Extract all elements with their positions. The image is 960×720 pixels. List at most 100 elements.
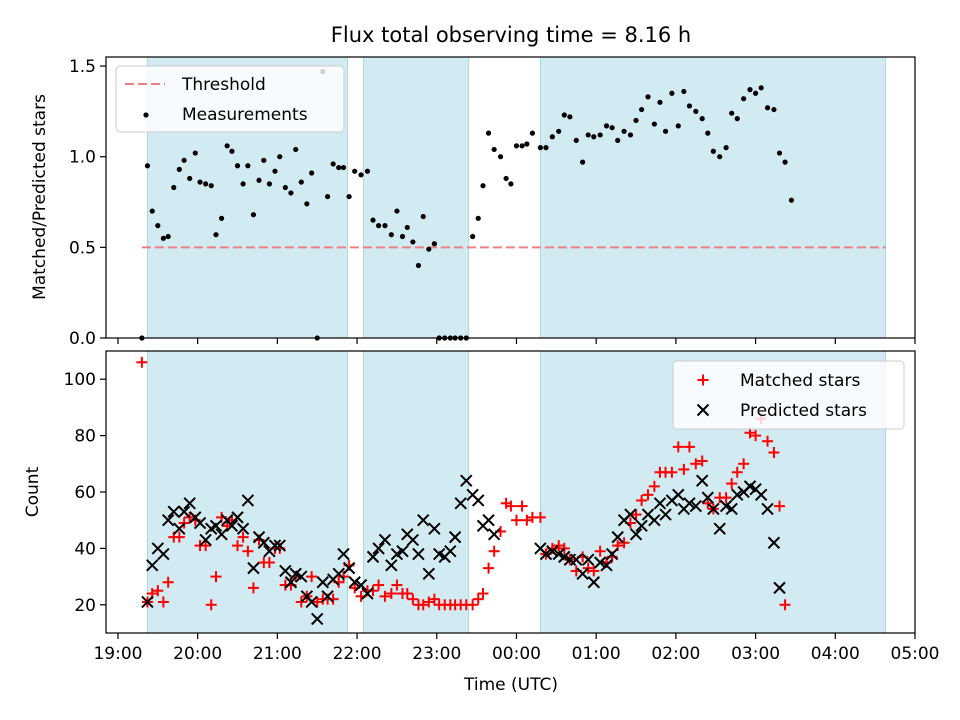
measurement-point bbox=[404, 224, 410, 231]
measurement-point bbox=[723, 145, 729, 151]
predicted-star-point bbox=[236, 522, 250, 535]
measurement-point bbox=[304, 201, 310, 207]
matched-star-point bbox=[510, 514, 522, 526]
measurement-point bbox=[388, 232, 394, 238]
x-b bbox=[167, 505, 180, 518]
x-b bbox=[689, 499, 703, 513]
y-tick-label: 80 bbox=[74, 427, 96, 447]
matched-star-point bbox=[558, 542, 570, 554]
measurement-point bbox=[662, 128, 669, 134]
measurement-point bbox=[346, 193, 352, 200]
predicted-star-point bbox=[587, 576, 600, 589]
predicted-star-point bbox=[635, 519, 648, 533]
x-b bbox=[366, 550, 380, 564]
predicted-star-point bbox=[689, 499, 703, 513]
matched-star-point bbox=[726, 478, 738, 490]
matched-star-point bbox=[521, 514, 533, 526]
measurement-point bbox=[561, 112, 567, 118]
matched-star-point bbox=[210, 571, 222, 583]
y-tick-label: 60 bbox=[74, 483, 96, 503]
predicted-star-point bbox=[146, 559, 159, 572]
x-b bbox=[587, 576, 600, 589]
x-tick-label: 05:00 bbox=[891, 644, 940, 664]
measurement-point bbox=[645, 94, 651, 100]
measurement-point bbox=[160, 235, 166, 241]
measurement-point bbox=[352, 168, 358, 174]
x-b bbox=[487, 528, 501, 541]
predicted-star-point bbox=[295, 570, 308, 583]
matched-star-point bbox=[618, 537, 630, 549]
measurement-point bbox=[573, 137, 579, 143]
matched-star-point bbox=[642, 489, 654, 501]
x-tick-label: 20:00 bbox=[173, 644, 222, 664]
matched-star-point bbox=[417, 599, 429, 611]
measurement-point bbox=[758, 85, 764, 91]
measurement-point bbox=[585, 132, 591, 138]
measurement-point bbox=[340, 164, 347, 171]
x-b bbox=[157, 547, 170, 561]
shaded-interval-1 bbox=[362, 56, 470, 339]
measurement-point bbox=[734, 116, 740, 122]
matched-star-point bbox=[401, 588, 413, 600]
predicted-star-point bbox=[167, 505, 180, 518]
x-b bbox=[209, 519, 223, 533]
matched-star-point bbox=[311, 596, 323, 608]
measurement-point bbox=[192, 150, 198, 156]
x-b bbox=[247, 561, 260, 575]
measurement-point bbox=[591, 134, 597, 140]
measurement-point bbox=[549, 134, 555, 140]
x-b bbox=[624, 508, 637, 521]
matched-star-point bbox=[467, 599, 479, 611]
predicted-star-point bbox=[444, 545, 457, 558]
measurement-point bbox=[224, 143, 230, 149]
x-b bbox=[279, 564, 292, 578]
predicted-star-point bbox=[406, 533, 420, 547]
measurement-point bbox=[187, 175, 193, 182]
ratio-panel: 0.0 0.5 1.0 1.5 Threshold Measurements bbox=[69, 56, 916, 349]
matched-star-point bbox=[247, 582, 259, 594]
matched-star-point bbox=[672, 441, 684, 453]
matched-star-point bbox=[630, 509, 642, 521]
y-tick-label: 1.5 bbox=[69, 57, 96, 77]
predicted-star-point bbox=[629, 528, 643, 541]
x-b bbox=[193, 516, 207, 530]
measurement-point bbox=[155, 223, 161, 229]
matched-star-point bbox=[762, 435, 774, 447]
predicted-star-point bbox=[683, 497, 696, 510]
matched-star-point bbox=[683, 441, 695, 453]
x-b bbox=[412, 547, 425, 561]
x-tick-label: 21:00 bbox=[253, 644, 302, 664]
x-b bbox=[641, 508, 655, 521]
x-tick-label: 22:00 bbox=[333, 644, 382, 664]
predicted-star-point bbox=[448, 530, 462, 544]
x-b bbox=[725, 502, 738, 516]
legend-measurement-swatch bbox=[143, 112, 149, 118]
matched-star-point bbox=[678, 463, 690, 475]
measurement-point bbox=[580, 159, 586, 165]
predicted-star-point bbox=[396, 545, 409, 558]
measurement-point bbox=[657, 99, 663, 105]
x-tick-label: 19:00 bbox=[93, 644, 142, 664]
measurement-point bbox=[399, 233, 406, 240]
measurement-point bbox=[298, 179, 304, 185]
measurement-point bbox=[543, 145, 549, 151]
matched-star-point bbox=[720, 492, 732, 504]
measurement-point bbox=[277, 154, 283, 160]
x-tick-label: 04:00 bbox=[811, 644, 860, 664]
matched-star-point bbox=[738, 458, 750, 470]
shaded-interval-2 bbox=[539, 56, 887, 339]
predicted-star-point bbox=[361, 587, 374, 600]
x-b bbox=[378, 533, 392, 547]
x-b bbox=[593, 556, 607, 569]
legend-threshold-label: Threshold bbox=[181, 75, 266, 95]
matched-star-point bbox=[588, 565, 600, 577]
measurement-point bbox=[752, 90, 759, 96]
predicted-star-point bbox=[372, 542, 385, 555]
x-b bbox=[600, 559, 613, 572]
measurement-point bbox=[651, 121, 657, 127]
matched-star-point bbox=[157, 596, 169, 608]
matched-star-point bbox=[505, 500, 517, 512]
predicted-star-point bbox=[539, 547, 553, 561]
x-b bbox=[707, 502, 720, 516]
x-b bbox=[141, 595, 154, 609]
